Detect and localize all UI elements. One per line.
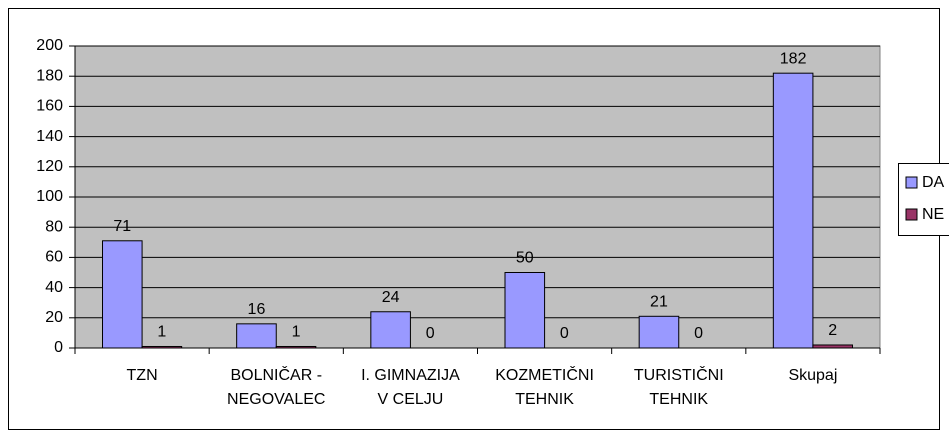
y-tick-label: 40 — [45, 279, 63, 296]
data-label: 0 — [560, 325, 569, 342]
y-tick-label: 20 — [45, 309, 63, 326]
bar — [772, 72, 814, 349]
bar — [370, 311, 411, 349]
x-tick-label: TEHNIK — [515, 391, 574, 408]
bar — [812, 344, 853, 349]
data-label: 16 — [248, 301, 266, 318]
y-tick-label: 140 — [36, 128, 63, 145]
y-tick-label: 0 — [54, 339, 63, 356]
x-tick-label: I. GIMNAZIJA — [361, 367, 460, 384]
y-tick-label: 120 — [36, 158, 63, 175]
x-tick-label: TZN — [127, 367, 158, 384]
data-label: 0 — [694, 325, 703, 342]
y-tick-label: 160 — [36, 98, 63, 115]
legend-swatch — [905, 176, 918, 189]
data-label: 182 — [780, 50, 807, 67]
legend — [898, 163, 949, 236]
x-tick-label: KOZMETIČNI — [495, 365, 594, 384]
data-label: 1 — [157, 324, 166, 341]
x-tick-label: V CELJU — [378, 391, 444, 408]
x-tick-label: NEGOVALEC — [227, 391, 325, 408]
y-tick-label: 200 — [36, 37, 63, 54]
bar — [102, 240, 143, 349]
bar — [638, 315, 680, 349]
legend-swatch — [905, 208, 918, 221]
x-tick-label: Skupaj — [788, 367, 837, 384]
y-tick-label: 180 — [36, 67, 63, 84]
data-label: 71 — [113, 218, 131, 235]
data-label: 24 — [382, 289, 400, 306]
data-label: 1 — [292, 324, 301, 341]
y-tick-label: 80 — [45, 218, 63, 235]
data-label: 21 — [650, 294, 668, 311]
y-tick-label: 60 — [45, 249, 63, 266]
bar — [141, 345, 183, 349]
data-label: 50 — [516, 250, 534, 267]
data-label: 0 — [426, 325, 435, 342]
legend-label: DA — [922, 174, 945, 191]
x-tick-label: BOLNIČAR - — [230, 365, 322, 384]
data-label: 2 — [828, 322, 837, 339]
y-tick-label: 100 — [36, 188, 63, 205]
bar — [275, 345, 317, 349]
bar — [236, 323, 277, 349]
bar — [504, 272, 546, 349]
x-tick-label: TURISTIČNI — [634, 365, 724, 384]
legend-label: NE — [922, 206, 944, 223]
x-tick-label: TEHNIK — [649, 391, 708, 408]
